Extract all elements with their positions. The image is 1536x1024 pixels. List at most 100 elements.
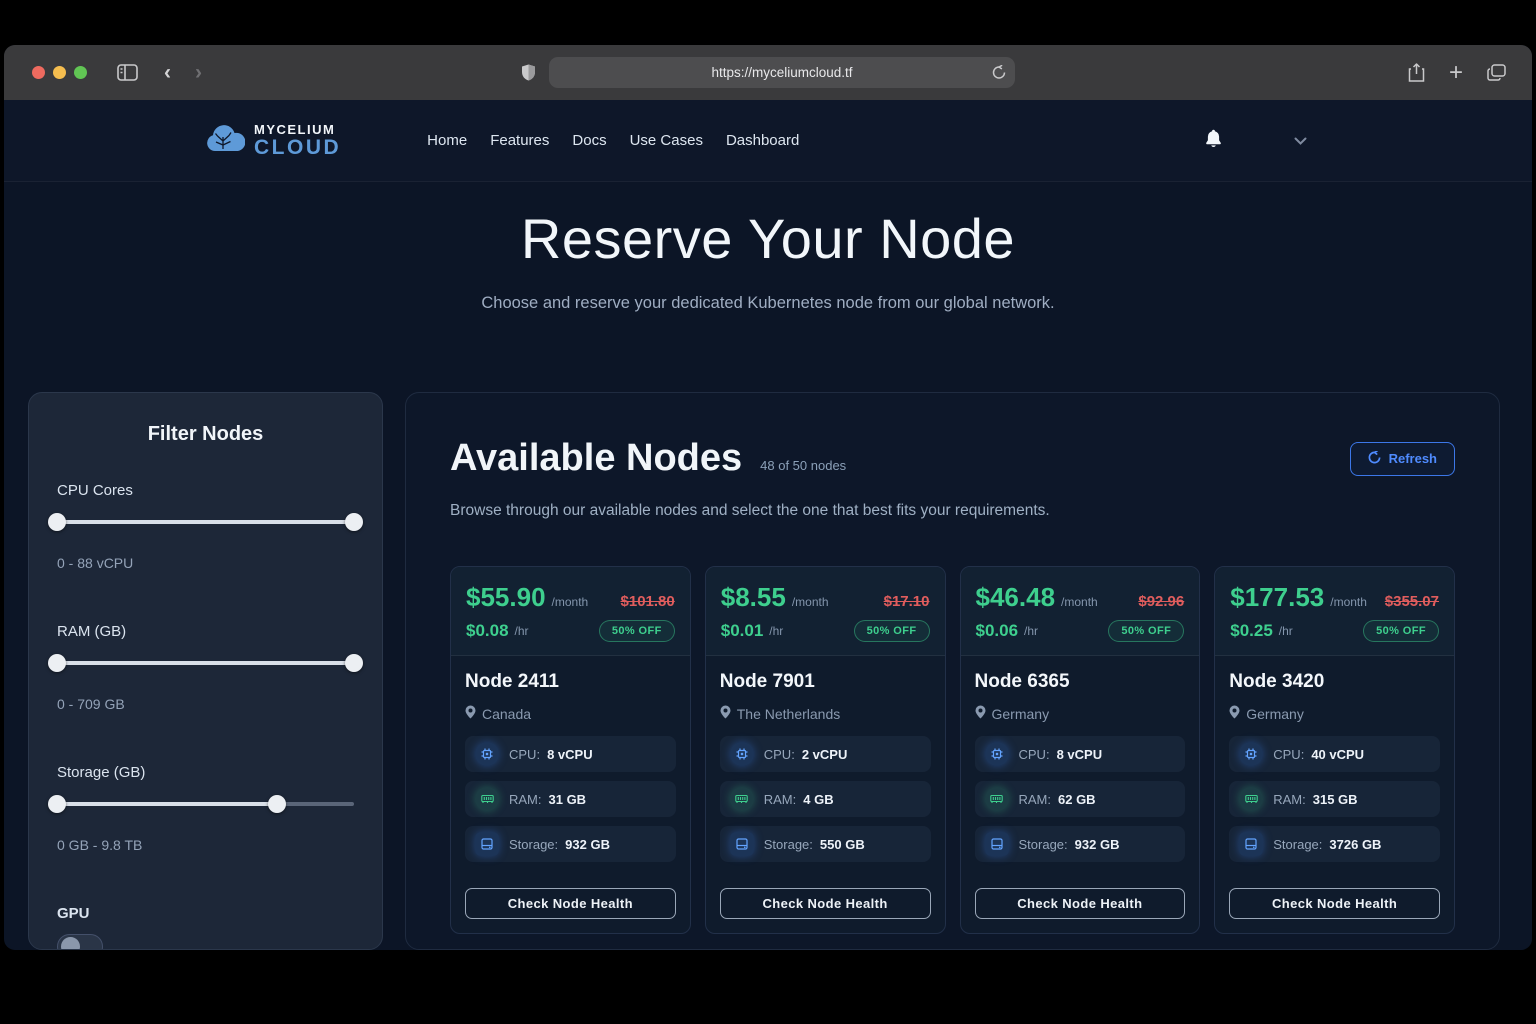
card-body: Node 7901 The Netherlands CPU: 2 vCPU [706,656,945,933]
spec-row-ram: RAM: 315 GB [1229,781,1440,817]
new-tab-icon[interactable]: + [1448,58,1463,86]
brand-logo[interactable]: MYCELIUM CLOUD [203,123,341,158]
ram-value: 31 GB [548,791,587,807]
spec-row-cpu: CPU: 2 vCPU [719,736,931,772]
storage-label: Storage: [509,836,559,852]
old-price: $17.10 [883,593,930,610]
sidebar-toggle-icon[interactable] [117,64,138,81]
gpu-toggle[interactable] [57,934,103,949]
price-monthly: $46.48 [975,582,1056,612]
node-name: Node 3420 [1229,671,1325,692]
brand-line2: CLOUD [254,136,342,159]
back-icon[interactable]: ‹ [164,61,171,84]
storage-value: 550 GB [819,836,865,852]
cpu-icon [729,742,754,766]
card-pricing-header: $8.55 /month $17.10 $0.01 /hr 50% OFF [705,567,945,656]
slider-handle-max[interactable] [345,654,363,672]
bell-icon[interactable] [1205,129,1222,153]
card-body: Node 2411 Canada CPU: 8 vCPU [451,656,690,933]
chevron-down-icon[interactable] [1294,132,1307,150]
nav-link-docs[interactable]: Docs [572,132,607,149]
check-node-health-button[interactable]: Check Node Health [465,888,676,919]
page-title: Reserve Your Node [520,207,1016,270]
refresh-button[interactable]: Refresh [1349,441,1455,476]
spec-row-storage: Storage: 3726 GB [1229,826,1440,862]
node-card: $8.55 /month $17.10 $0.01 /hr 50% OFF No… [704,566,946,934]
ram-label: RAM: [509,791,542,807]
cpu-icon [984,742,1009,766]
site-navbar: MYCELIUM CLOUD Home Features Docs Use Ca… [4,100,1532,182]
cpu-icon [475,742,499,766]
price-hourly: $0.25 [1230,621,1273,640]
filter-range-storage: 0 GB - 9.8 TB [57,837,143,853]
check-node-health-button[interactable]: Check Node Health [974,888,1186,919]
price-hourly: $0.08 [466,621,509,640]
ram-value: 62 GB [1058,791,1096,807]
ram-icon [1239,787,1264,811]
spec-row-cpu: CPU: 8 vCPU [465,736,676,772]
forward-icon[interactable]: › [195,61,202,84]
share-icon[interactable] [1408,62,1425,83]
slider-handle-max[interactable] [267,795,286,813]
spec-row-storage: Storage: 932 GB [465,826,676,862]
url-field[interactable]: https://myceliumcloud.tf [549,57,1015,88]
zoom-window-button[interactable] [74,66,87,79]
slider-handle-min[interactable] [48,654,66,672]
filter-storage: Storage (GB) 0 GB - 9.8 TB [48,764,354,853]
price-hourly-unit: /hr [1024,624,1039,638]
card-pricing-header: $177.53 /month $355.07 $0.25 /hr 50% OFF [1215,567,1454,656]
refresh-icon [1368,449,1381,467]
spec-row-cpu: CPU: 8 vCPU [974,736,1186,772]
ram-label: RAM: [1018,791,1052,807]
spec-row-ram: RAM: 4 GB [719,781,931,817]
cpu-label: CPU: [763,746,795,762]
storage-slider[interactable] [48,795,354,813]
nav-link-features[interactable]: Features [490,132,550,149]
cpu-value: 40 vCPU [1311,746,1365,762]
slider-handle-min[interactable] [48,513,66,531]
discount-badge: 50% OFF [598,620,675,642]
filter-label-ram: RAM (GB) [57,623,127,640]
check-node-health-button[interactable]: Check Node Health [719,888,931,919]
slider-handle-min[interactable] [48,795,66,813]
price-monthly-unit: /month [791,595,829,609]
node-location: Germany [1246,705,1304,722]
nav-link-use-cases[interactable]: Use Cases [629,132,703,149]
filter-range-cpu: 0 - 88 vCPU [57,555,134,571]
browser-chrome: ‹ › https://myceliumcloud.tf [4,45,1532,100]
storage-icon [984,832,1009,856]
ram-icon [475,787,499,811]
check-node-health-button[interactable]: Check Node Health [1229,888,1440,919]
cpu-cores-slider[interactable] [48,513,363,531]
card-body: Node 3420 Germany CPU: 40 vCPU [1215,656,1454,933]
price-hourly-unit: /hr [769,624,784,638]
slider-fill [57,520,354,524]
ram-icon [729,787,754,811]
filter-panel-title: Filter Nodes [147,423,264,445]
ram-label: RAM: [763,791,797,807]
filter-ram: RAM (GB) 0 - 709 GB [48,623,363,712]
card-body: Node 6365 Germany CPU: 8 vCPU [961,656,1200,933]
reload-icon[interactable] [992,65,1006,80]
storage-label: Storage: [1273,836,1323,852]
refresh-label: Refresh [1388,451,1437,466]
ram-slider[interactable] [48,654,363,672]
minimize-window-button[interactable] [53,66,66,79]
nav-link-home[interactable]: Home [427,132,468,149]
tab-overview-icon[interactable] [1487,64,1506,81]
price-monthly-unit: /month [551,595,589,609]
node-card: $46.48 /month $92.96 $0.06 /hr 50% OFF N… [959,566,1201,934]
storage-value: 3726 GB [1329,836,1382,852]
cpu-label: CPU: [509,746,541,762]
spec-row-storage: Storage: 550 GB [719,826,931,862]
shield-icon[interactable] [521,64,536,81]
ram-icon [984,787,1009,811]
filter-panel: Filter Nodes CPU Cores 0 - 88 vCPU RAM (… [28,392,383,950]
filter-label-storage: Storage (GB) [57,764,146,781]
slider-handle-max[interactable] [345,513,363,531]
slider-fill [57,661,354,665]
close-window-button[interactable] [32,66,45,79]
nav-link-dashboard[interactable]: Dashboard [725,132,800,149]
price-monthly: $8.55 [720,582,786,612]
nav-links: Home Features Docs Use Cases Dashboard [425,128,801,153]
